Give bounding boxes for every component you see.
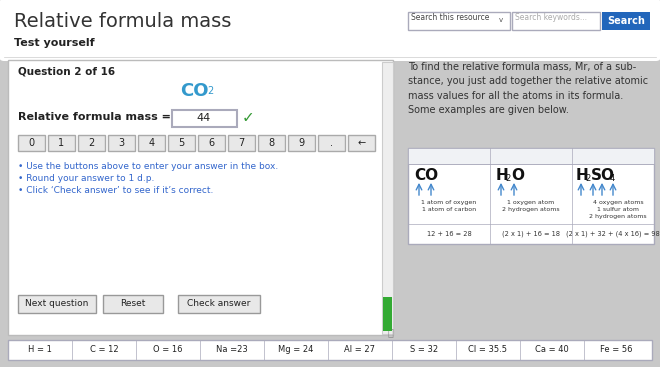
Text: 4: 4 [610,174,615,183]
FancyBboxPatch shape [78,135,105,151]
FancyBboxPatch shape [198,135,225,151]
Text: 2: 2 [505,174,510,183]
Text: 2: 2 [88,138,94,148]
FancyBboxPatch shape [258,135,285,151]
FancyBboxPatch shape [512,12,600,30]
Text: 9: 9 [298,138,304,148]
Text: SO: SO [591,168,615,183]
Text: 44: 44 [197,113,211,123]
Text: H: H [496,168,509,183]
Text: 1 atom of carbon: 1 atom of carbon [422,207,476,212]
FancyBboxPatch shape [348,135,375,151]
Text: Search this resource: Search this resource [411,13,489,22]
Text: O: O [511,168,524,183]
FancyBboxPatch shape [318,135,345,151]
Text: Na =23: Na =23 [216,345,248,355]
Text: S = 32: S = 32 [410,345,438,355]
FancyBboxPatch shape [8,340,652,360]
Text: 1 atom of oxygen: 1 atom of oxygen [421,200,477,205]
Text: Search keywords...: Search keywords... [515,13,587,22]
Text: Ca = 40: Ca = 40 [535,345,569,355]
Text: 2: 2 [207,86,213,96]
Text: CO: CO [180,82,209,100]
FancyBboxPatch shape [383,297,392,331]
Text: H: H [576,168,589,183]
FancyBboxPatch shape [4,4,656,56]
Text: CO: CO [414,168,438,183]
Text: 4: 4 [148,138,154,148]
Text: 3: 3 [118,138,125,148]
Text: To find the relative formula mass, Mr, of a sub-
stance, you just add together t: To find the relative formula mass, Mr, o… [408,62,648,115]
Text: H = 1: H = 1 [28,345,52,355]
FancyBboxPatch shape [0,0,660,61]
Text: ⤢: ⤢ [387,327,393,337]
Text: Cl = 35.5: Cl = 35.5 [469,345,508,355]
Text: 5: 5 [178,138,185,148]
FancyBboxPatch shape [382,62,393,334]
FancyBboxPatch shape [138,135,165,151]
Text: Check answer: Check answer [187,299,251,309]
Text: 2 hydrogen atoms: 2 hydrogen atoms [589,214,647,219]
Text: ←: ← [358,138,366,148]
FancyBboxPatch shape [228,135,255,151]
Text: Question 2 of 16: Question 2 of 16 [18,66,115,76]
Text: 7: 7 [238,138,245,148]
Text: (2 x 1) + 32 + (4 x 16) = 98: (2 x 1) + 32 + (4 x 16) = 98 [566,231,660,237]
FancyBboxPatch shape [48,135,75,151]
Text: • Use the buttons above to enter your answer in the box.: • Use the buttons above to enter your an… [18,162,279,171]
Text: Mg = 24: Mg = 24 [279,345,314,355]
Text: Next question: Next question [25,299,88,309]
Text: Sulphuric acid: Sulphuric acid [586,152,640,160]
Text: 6: 6 [209,138,214,148]
Text: Fe = 56: Fe = 56 [600,345,632,355]
FancyBboxPatch shape [18,135,45,151]
Text: 12 + 16 = 28: 12 + 16 = 28 [426,231,471,237]
Text: v: v [499,17,503,23]
Text: 1 oxygen atom: 1 oxygen atom [508,200,554,205]
FancyBboxPatch shape [408,148,654,244]
Text: 4 oxygen atoms: 4 oxygen atoms [593,200,644,205]
Text: 0: 0 [28,138,34,148]
Text: • Click ‘Check answer’ to see if it’s correct.: • Click ‘Check answer’ to see if it’s co… [18,186,213,195]
Text: C = 12: C = 12 [90,345,118,355]
Text: Carbon monoxide: Carbon monoxide [415,152,482,160]
FancyBboxPatch shape [408,148,654,164]
Text: 2 hydrogen atoms: 2 hydrogen atoms [502,207,560,212]
Text: 8: 8 [269,138,275,148]
FancyBboxPatch shape [602,12,650,30]
Text: 2: 2 [585,174,590,183]
FancyBboxPatch shape [408,12,510,30]
Text: Relative formula mass: Relative formula mass [14,12,232,31]
Text: Relative formula mass =: Relative formula mass = [18,112,171,122]
Text: Water: Water [519,152,543,160]
Text: Test yourself: Test yourself [14,38,94,48]
FancyBboxPatch shape [168,135,195,151]
FancyBboxPatch shape [103,295,163,313]
Text: ✓: ✓ [242,110,254,126]
FancyBboxPatch shape [108,135,135,151]
FancyBboxPatch shape [8,60,393,335]
Text: Al = 27: Al = 27 [345,345,376,355]
Text: (2 x 1) + 16 = 18: (2 x 1) + 16 = 18 [502,231,560,237]
FancyBboxPatch shape [172,110,237,127]
Text: Search: Search [607,16,645,26]
Text: .: . [330,138,333,148]
FancyBboxPatch shape [18,295,96,313]
FancyBboxPatch shape [288,135,315,151]
Text: 1 sulfur atom: 1 sulfur atom [597,207,639,212]
Text: Reset: Reset [120,299,146,309]
Text: O = 16: O = 16 [153,345,183,355]
Text: • Round your answer to 1 d.p.: • Round your answer to 1 d.p. [18,174,154,183]
FancyBboxPatch shape [178,295,260,313]
Text: 1: 1 [59,138,65,148]
